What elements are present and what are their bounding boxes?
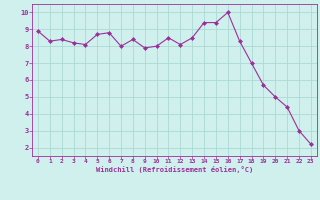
X-axis label: Windchill (Refroidissement éolien,°C): Windchill (Refroidissement éolien,°C): [96, 166, 253, 173]
